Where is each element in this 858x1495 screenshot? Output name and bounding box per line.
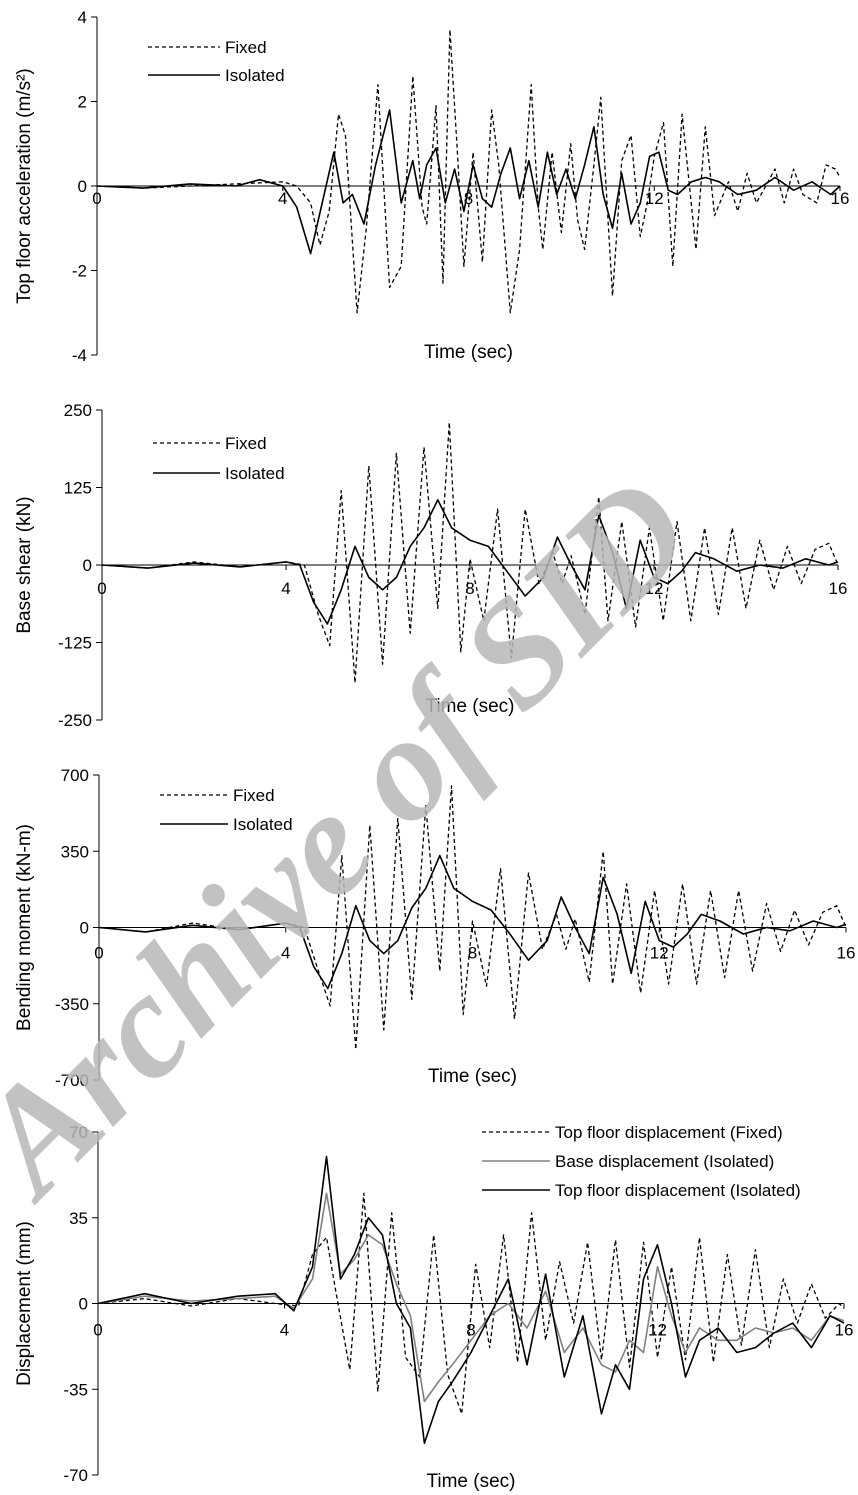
chart-panel-3: -700 -350 0 350 700 0 4 8 12 16 Time (sec) Bending …	[14, 766, 855, 1090]
y-axis-title: Top floor acceleration (m/s²)	[14, 68, 35, 303]
x-tick-label: 8	[464, 189, 473, 208]
x-tick-label: 12	[645, 189, 664, 208]
y-tick-label: 0	[80, 919, 89, 938]
y-tick-label: -2	[72, 262, 87, 281]
y-tick-label: -250	[58, 711, 92, 730]
x-axis-title: Time (sec)	[426, 1471, 515, 1492]
series-line-3	[97, 1155, 845, 1444]
x-tick-label: 8	[465, 579, 474, 598]
series-line-2	[101, 499, 839, 625]
y-tick-label: 700	[61, 766, 89, 785]
y-tick-label: 350	[61, 842, 89, 861]
y-axis-title: Base shear (kN)	[14, 496, 35, 633]
series-line-1	[97, 1192, 845, 1415]
x-tick-label: 4	[281, 579, 290, 598]
x-tick-label: 16	[831, 189, 850, 208]
y-tick-label: 125	[64, 479, 92, 498]
y-tick-label: -35	[63, 1380, 88, 1399]
legend-label-2: Isolated	[233, 815, 293, 834]
y-tick-label: -700	[55, 1071, 89, 1090]
chart-panel-1: -4 -2 0 2 4 0 4 8 12 16 Time (sec) Top floor accele…	[14, 8, 849, 365]
series-line-1	[96, 29, 841, 314]
y-tick-label: 2	[78, 93, 87, 112]
legend-label-1: Top floor displacement (Fixed)	[555, 1123, 783, 1142]
series-line-1	[101, 421, 839, 684]
x-tick-label: 8	[468, 944, 477, 963]
x-tick-label: 16	[829, 579, 848, 598]
x-axis-title: Time (sec)	[424, 342, 513, 363]
y-axis-title: Displacement (mm)	[14, 1221, 35, 1386]
legend-label-3: Top floor displacement (Isolated)	[555, 1181, 801, 1200]
x-tick-label: 16	[835, 1321, 854, 1340]
x-tick-label: 12	[645, 579, 664, 598]
legend-label-2: Base displacement (Isolated)	[555, 1152, 774, 1171]
y-tick-label: 0	[83, 556, 92, 575]
x-axis-title: Time (sec)	[425, 696, 514, 717]
x-tick-label: 4	[281, 944, 290, 963]
y-tick-label: 250	[64, 401, 92, 420]
series-line-2	[98, 854, 847, 990]
y-tick-label: 35	[69, 1209, 88, 1228]
y-tick-label: 4	[78, 8, 87, 27]
legend-label-1: Fixed	[233, 786, 275, 805]
legend-label-1: Fixed	[225, 38, 267, 57]
legend-label-2: Isolated	[225, 464, 285, 483]
x-tick-label: 12	[650, 944, 669, 963]
y-tick-label: -70	[63, 1466, 88, 1485]
y-axis-title: Bending moment (kN-m)	[14, 824, 35, 1031]
x-tick-label: 16	[837, 944, 856, 963]
legend-label-2: Isolated	[225, 66, 285, 85]
watermark-text: Archive of SID	[0, 446, 723, 1229]
x-tick-label: 12	[648, 1321, 667, 1340]
chart-panel-4: -70 -35 0 35 70 0 4 8 12 16 Time (sec) Displacement…	[14, 1123, 853, 1492]
x-tick-label: 0	[92, 189, 101, 208]
legend-label-1: Fixed	[225, 434, 267, 453]
series-line-2	[96, 109, 841, 255]
y-tick-label: 70	[69, 1123, 88, 1142]
x-tick-label: 0	[97, 579, 106, 598]
y-tick-label: 0	[79, 1295, 88, 1314]
y-tick-label: -125	[58, 634, 92, 653]
x-tick-label: 4	[278, 189, 287, 208]
x-tick-label: 4	[280, 1321, 289, 1340]
y-tick-label: 0	[78, 177, 87, 196]
x-tick-label: 8	[466, 1321, 475, 1340]
x-axis-title: Time (sec)	[428, 1066, 517, 1087]
series-line-2	[97, 1192, 845, 1403]
chart-panel-2: -250 -125 0 125 250 0 4 8 12 16 Time (sec) Base she…	[14, 401, 847, 730]
x-tick-label: 0	[94, 944, 103, 963]
y-tick-label: -4	[72, 346, 87, 365]
x-tick-label: 0	[93, 1321, 102, 1340]
y-tick-label: -350	[55, 995, 89, 1014]
